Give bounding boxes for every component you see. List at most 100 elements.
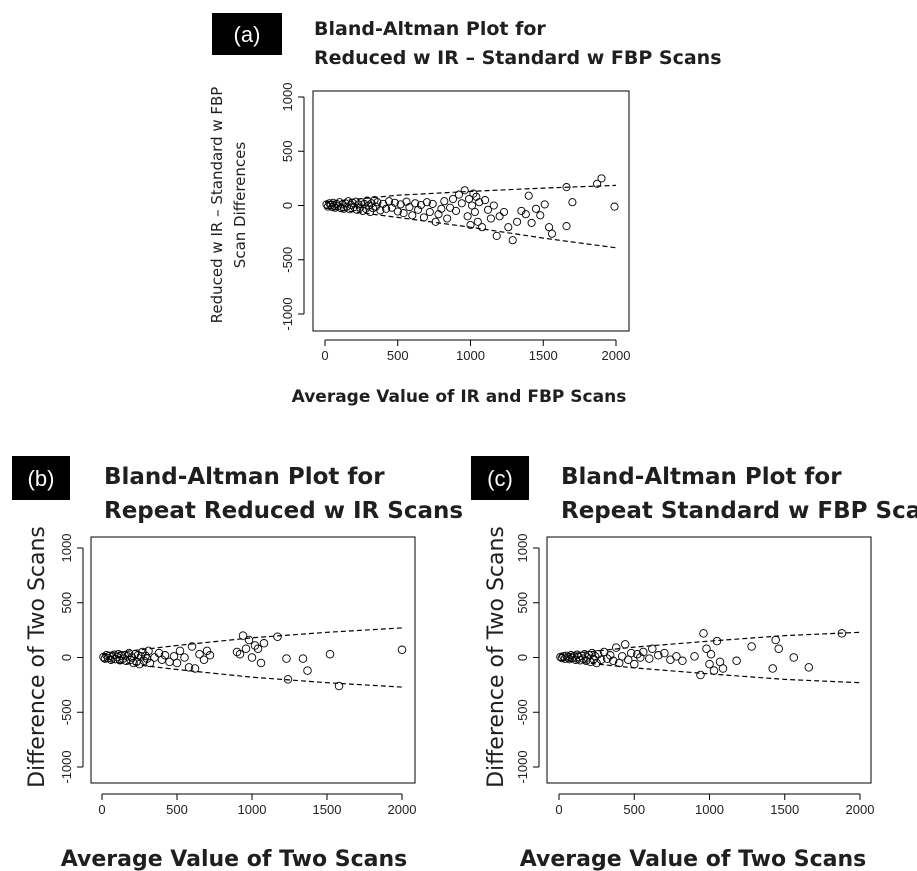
panel-b-data-point: [139, 656, 149, 666]
panel-a-data-point: [382, 204, 391, 213]
panel-c-data-point: [620, 640, 630, 649]
panel-b-data-point: [190, 664, 200, 673]
panel-a-data-point: [443, 214, 452, 223]
panel-b-data-point: [184, 663, 194, 672]
panel-c-data-point: [672, 652, 681, 661]
panel-b-data-point: [160, 651, 170, 660]
panel-c-data-point: [648, 644, 657, 653]
panel-b-data-point: [282, 654, 291, 663]
panel-a-data-point: [434, 210, 443, 219]
panel-a-x-tick-label: 1000: [456, 348, 485, 363]
panel-c-data-point: [699, 629, 708, 638]
panel-b-data-point: [244, 635, 254, 645]
panel-b-label-box: [12, 456, 70, 500]
panel-c-data-point: [654, 651, 663, 660]
panel-a: (a) Bland-Altman Plot for Reduced w IR –…: [208, 13, 722, 407]
panel-b-upper-limit-line: [101, 627, 403, 655]
panel-a-data-point: [524, 191, 533, 200]
panel-a-data-point: [597, 174, 606, 183]
panel-b-data-point: [187, 642, 197, 651]
panel-a-data-point: [540, 200, 549, 209]
panel-b-data-point: [124, 648, 134, 658]
panel-b-data-point: [334, 681, 344, 691]
panel-a-data-point: [467, 201, 477, 210]
panel-c-data-point: [696, 670, 705, 680]
panel-a-data-point: [437, 204, 446, 213]
panel-a-data-point: [419, 213, 428, 222]
panel-a-data-point: [425, 207, 434, 217]
panel-a-data-point: [508, 236, 517, 245]
panel-a-data-point: [414, 205, 423, 214]
panel-a-data-point: [610, 202, 619, 211]
panel-a-data-point: [545, 223, 554, 232]
panel-b-title-line2: Repeat Reduced w IR Scans: [104, 498, 463, 524]
panel-c-data-point: [706, 649, 716, 659]
panel-b-plot: 0 500 1000 1500 2000 -1000 -500 0 500 1000: [59, 534, 416, 817]
panel-a-data-point: [390, 198, 399, 207]
panel-c-data-point: [639, 647, 648, 657]
panel-a-ylabel-line1: Reduced w IR – Standard w FBP: [208, 87, 226, 324]
panel-a-data-point: [373, 198, 382, 207]
panel-c-data-point: [596, 655, 606, 664]
panel-a-data-point: [339, 204, 348, 213]
panel-a-x-tick-label: 2000: [602, 348, 631, 363]
panel-a-lower-limit-line: [324, 207, 617, 249]
panel-a-data-point: [504, 223, 513, 232]
panel-a-data-point: [457, 199, 466, 208]
panel-b-data-point: [256, 658, 266, 668]
panel-a-title-line1: Bland-Altman Plot for: [314, 18, 546, 40]
panel-b-data-point: [235, 649, 245, 659]
panel-a-data-point: [483, 205, 493, 214]
panel-b: (b) Bland-Altman Plot for Repeat Reduced…: [12, 456, 463, 871]
panel-a-data-point: [489, 201, 498, 210]
panel-a-data-point: [562, 222, 571, 231]
panel-b-y-tick-label: 0: [59, 654, 74, 661]
panel-b-x-tick-label: 2000: [388, 802, 417, 817]
panel-c-x-tick-label: 2000: [846, 802, 875, 817]
panel-b-data-point: [205, 651, 215, 660]
panel-b-data-point: [180, 653, 189, 662]
panel-b-x-tick-label: 500: [166, 802, 188, 817]
panel-a-data-point: [492, 231, 501, 240]
panel-a-data-point: [448, 194, 458, 204]
panel-a-title-line2: Reduced w IR – Standard w FBP Scans: [314, 47, 722, 69]
panel-b-data-point: [117, 651, 126, 661]
panel-b-data-point: [157, 655, 167, 664]
panel-c-data-point: [702, 644, 711, 653]
panel-a-label: (a): [234, 22, 261, 47]
panel-a-x-tick-label: 0: [321, 348, 328, 363]
panel-b-data-point: [195, 649, 204, 659]
panel-b-y-tick-label: -500: [59, 699, 74, 725]
panel-a-data-point: [411, 199, 420, 208]
panel-b-data-point: [232, 647, 242, 657]
panel-b-label: (b): [28, 466, 55, 491]
panel-b-y-tick-label: -1000: [59, 750, 74, 783]
panel-a-y-tick-label: 1000: [280, 83, 295, 112]
panel-a-data-point: [422, 198, 431, 207]
panel-c-x-tick-label: 1000: [695, 802, 724, 817]
panel-a-data-point: [451, 206, 461, 215]
panel-a-data-point: [376, 206, 385, 215]
panel-c-data-point: [592, 658, 601, 668]
panel-a-xlabel: Average Value of IR and FBP Scans: [292, 387, 627, 407]
panel-a-data-point: [513, 217, 522, 226]
panel-a-data-point: [464, 194, 474, 204]
panel-c-data-point: [660, 648, 669, 658]
panel-b-title-line1: Bland-Altman Plot for: [104, 464, 385, 490]
panel-c-title-line2: Repeat Standard w FBP Scans: [561, 498, 917, 524]
panel-a-y-tick-label: -1000: [280, 297, 295, 330]
panel-c-data-point: [626, 648, 636, 658]
panel-b-data-point: [172, 658, 182, 668]
panel-b-data-point: [397, 645, 407, 655]
panel-a-data-point: [399, 209, 408, 218]
panel-b-data-point: [175, 646, 185, 656]
panel-c-data-point: [789, 653, 799, 662]
panel-c-data-point: [690, 652, 699, 661]
panel-b-data-point: [238, 631, 248, 640]
panel-b-data-point: [145, 658, 155, 668]
panel-a-data-point: [460, 186, 469, 195]
panel-c-data-point: [630, 659, 639, 669]
panel-c-y-tick-label: 0: [515, 654, 530, 661]
panel-b-y-tick-label: 1000: [59, 534, 74, 563]
